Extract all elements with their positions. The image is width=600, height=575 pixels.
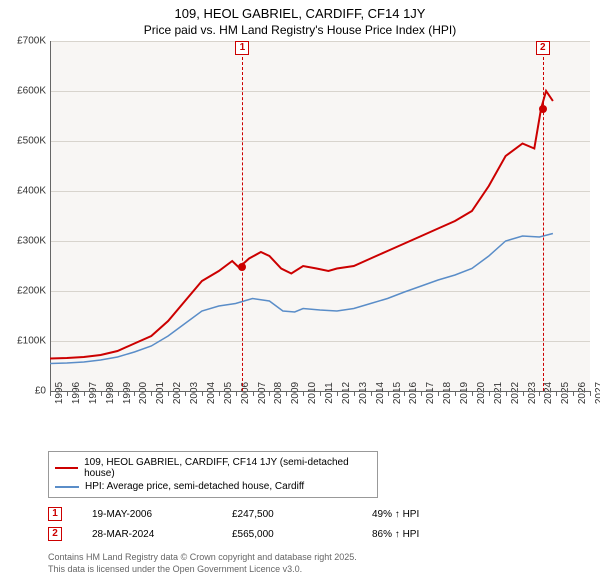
sales-table-cell-vs_hpi: 49% ↑ HPI [372, 509, 482, 520]
y-tick-label: £100K [17, 336, 46, 347]
sale-marker-line [242, 57, 243, 391]
sales-table: 1 19-MAY-2006 £247,500 49% ↑ HPI 2 28-MAR-202… [48, 504, 600, 544]
sale-marker-dot [539, 105, 547, 113]
legend: 109, HEOL GABRIEL, CARDIFF, CF14 1JY (se… [48, 451, 378, 498]
sales-table-cell-date: 28-MAR-2024 [92, 529, 202, 540]
sales-table-cell-price: £247,500 [232, 509, 342, 520]
sales-table-marker: 2 [48, 527, 62, 541]
attribution-line2: This data is licensed under the Open Gov… [48, 564, 600, 575]
chart-lines [50, 41, 590, 391]
hpi-line [50, 234, 553, 364]
sales-table-cell-price: £565,000 [232, 529, 342, 540]
legend-swatch [55, 486, 79, 488]
y-tick-label: £500K [17, 136, 46, 147]
x-tick [590, 391, 591, 396]
legend-label: 109, HEOL GABRIEL, CARDIFF, CF14 1JY (se… [84, 457, 371, 479]
price-paid-line [50, 91, 553, 359]
sales-table-cell-date: 19-MAY-2006 [92, 509, 202, 520]
sale-marker-box: 2 [536, 41, 550, 55]
y-tick-label: £0 [35, 386, 46, 397]
legend-label: HPI: Average price, semi-detached house,… [85, 481, 304, 492]
y-tick-label: £400K [17, 186, 46, 197]
title-line2: Price paid vs. HM Land Registry's House … [0, 21, 600, 41]
x-axis [50, 391, 590, 392]
y-tick-label: £600K [17, 86, 46, 97]
y-tick-label: £200K [17, 286, 46, 297]
x-tick-label: 2027 [594, 382, 600, 404]
legend-row: 109, HEOL GABRIEL, CARDIFF, CF14 1JY (se… [55, 456, 371, 480]
title-line1: 109, HEOL GABRIEL, CARDIFF, CF14 1JY [0, 0, 600, 21]
chart-area: £0£100K£200K£300K£400K£500K£600K£700K 19… [40, 41, 600, 411]
sale-marker-box: 1 [235, 41, 249, 55]
attribution: Contains HM Land Registry data © Crown c… [48, 552, 600, 575]
y-tick-label: £700K [17, 36, 46, 47]
legend-row: HPI: Average price, semi-detached house,… [55, 480, 371, 493]
sales-table-marker: 1 [48, 507, 62, 521]
chart-container: 109, HEOL GABRIEL, CARDIFF, CF14 1JY Pri… [0, 0, 600, 560]
attribution-line1: Contains HM Land Registry data © Crown c… [48, 552, 600, 564]
sales-table-row: 1 19-MAY-2006 £247,500 49% ↑ HPI [48, 504, 600, 524]
legend-swatch [55, 467, 78, 469]
y-tick-label: £300K [17, 236, 46, 247]
sales-table-cell-vs_hpi: 86% ↑ HPI [372, 529, 482, 540]
sale-marker-dot [238, 263, 246, 271]
sales-table-row: 2 28-MAR-2024 £565,000 86% ↑ HPI [48, 524, 600, 544]
